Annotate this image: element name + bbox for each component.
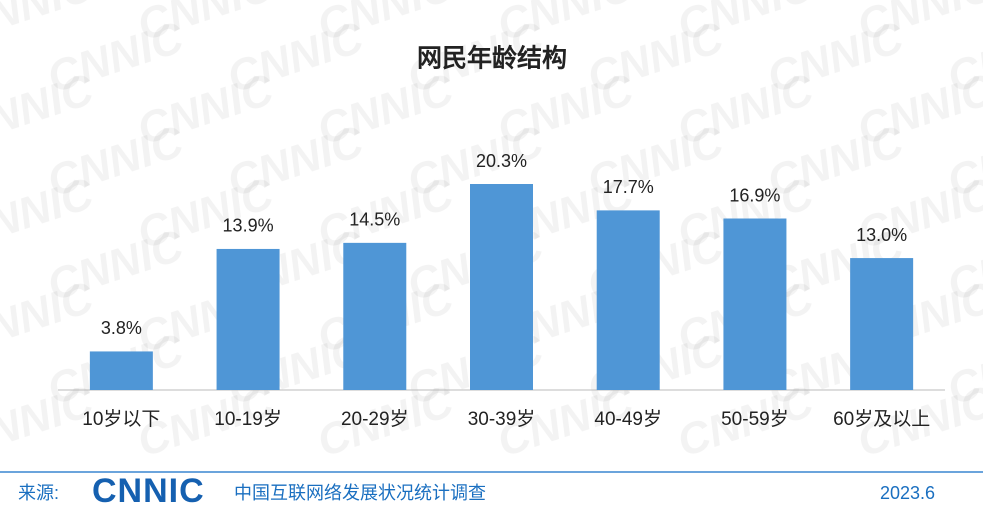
- value-label: 3.8%: [101, 318, 142, 338]
- value-label: 13.0%: [856, 225, 907, 245]
- watermark: CNNIC: [0, 169, 100, 259]
- x-tick-label: 30-39岁: [468, 408, 536, 430]
- bar: [596, 210, 660, 390]
- x-tick-label: 10-19岁: [214, 408, 282, 430]
- bar: [343, 242, 407, 390]
- bar: [216, 248, 280, 390]
- logo: CNNIC: [92, 472, 205, 506]
- x-tick-label: 40-49岁: [594, 408, 662, 430]
- source: 中国互联网络发展状况统计调查: [234, 483, 486, 503]
- x-tick-label: 60岁及以上: [833, 408, 930, 430]
- x-tick-label: 50-59岁: [721, 408, 789, 430]
- bar: [723, 218, 787, 390]
- bar: [470, 184, 533, 390]
- watermark: CNNIC: [0, 65, 100, 155]
- value-label: 14.5%: [349, 210, 400, 230]
- value-label: 17.7%: [603, 177, 654, 197]
- x-tick-label: 20-29岁: [341, 408, 409, 430]
- watermark: CNNIC: [0, 273, 100, 363]
- bar: [89, 351, 153, 390]
- value-label: 13.9%: [223, 216, 274, 236]
- date: 2023.6: [880, 483, 935, 503]
- source-label: 来源:: [18, 483, 59, 503]
- chart-title: 网民年龄结构: [417, 44, 567, 73]
- value-label: 16.9%: [729, 185, 780, 205]
- bar: [850, 258, 914, 390]
- value-label: 20.3%: [476, 151, 527, 171]
- x-tick-label: 10岁以下: [82, 408, 160, 430]
